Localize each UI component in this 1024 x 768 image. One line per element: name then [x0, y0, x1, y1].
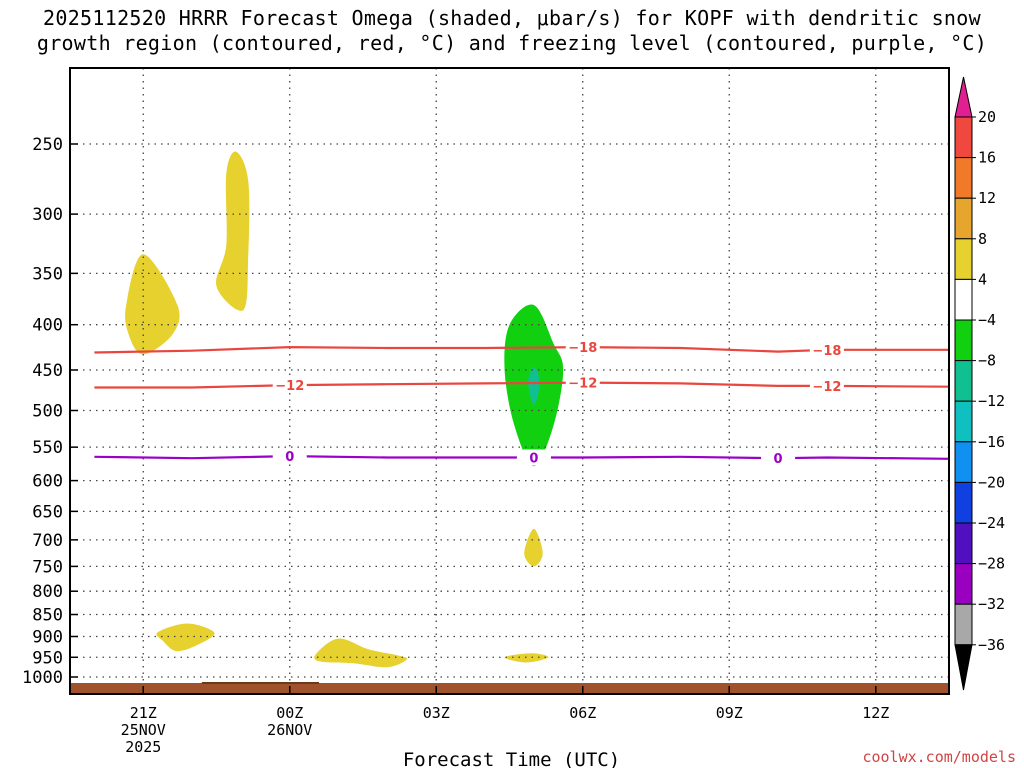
colorbar-bin-12 [954, 563, 973, 605]
colorbar-bin-10 [954, 481, 973, 524]
y-tick-1000: 1000 [22, 668, 63, 688]
dgz-minus18-label-bg [809, 341, 844, 358]
sinking-cyan-inner [528, 366, 540, 406]
ground-fill [70, 683, 949, 694]
x-tick-00Z-line2: 26NOV [267, 721, 312, 739]
colorbar-label-10: −24 [978, 514, 1005, 532]
colorbar-bin-11 [954, 522, 973, 565]
colorbar-top-arrow [954, 76, 973, 118]
y-axis: 2503003504004505005506006507007508008509… [22, 135, 78, 688]
dgz-minus18-label-bg [565, 339, 600, 356]
x-tick-21Z-line2: 25NOV [121, 721, 166, 739]
x-tick-06Z-line1: 06Z [569, 704, 596, 722]
colorbar-label-3: 8 [978, 230, 987, 248]
dgz-minus12-line [94, 381, 949, 389]
x-tick-03Z-line1: 03Z [423, 704, 450, 722]
x-tick-21Z-line1: 21Z [130, 704, 157, 722]
colorbar-bin-6 [954, 319, 973, 362]
y-tick-950: 950 [32, 648, 63, 668]
colorbar-bin-5 [954, 278, 973, 321]
chart-title-line2: growth region (contoured, red, °C) and f… [36, 31, 988, 55]
x-axis-label: Forecast Time (UTC) [403, 749, 620, 768]
dgz-minus18-line [94, 345, 949, 354]
colorbar-bin-4 [954, 238, 973, 280]
dgz-minus12-label-1: −12 [568, 377, 597, 392]
chart-title-line1: 2025112520 HRRR Forecast Omega (shaded, … [43, 6, 981, 30]
rising-yellow-low-3 [504, 653, 549, 663]
colorbar-label-12: −32 [978, 595, 1005, 613]
y-tick-250: 250 [32, 135, 63, 155]
freezing-level-0-label-1: 0 [529, 451, 538, 466]
dgz-minus18-label-1: −18 [812, 344, 841, 359]
colorbar-label-4: 4 [978, 270, 987, 288]
y-tick-800: 800 [32, 582, 63, 602]
contour-lines: −18 −18 −12 −12 −12 0 0 0 [94, 339, 949, 467]
omega-shading [125, 151, 564, 668]
y-tick-700: 700 [32, 531, 63, 551]
rising-yellow-upper-left [125, 254, 180, 355]
colorbar-bin-1 [954, 116, 973, 159]
y-tick-400: 400 [32, 316, 63, 336]
y-tick-550: 550 [32, 438, 63, 458]
colorbar-label-6: −8 [978, 352, 996, 370]
dgz-minus12-label-0: −12 [275, 379, 304, 394]
colorbar-label-5: −4 [978, 311, 996, 329]
rising-yellow-upper-tall [216, 151, 250, 311]
rising-yellow-low-2 [314, 638, 408, 668]
y-tick-600: 600 [32, 472, 63, 492]
y-tick-300: 300 [32, 205, 63, 225]
freezing-level-0-label-bg [761, 450, 796, 467]
y-tick-850: 850 [32, 606, 63, 626]
colorbar-label-13: −36 [978, 636, 1005, 654]
colorbar-label-11: −28 [978, 555, 1005, 573]
colorbar-label-8: −16 [978, 433, 1005, 451]
colorbar-label-9: −20 [978, 473, 1005, 491]
colorbar-label-2: 12 [978, 189, 996, 207]
colorbar-label-0: 20 [978, 108, 996, 126]
freezing-level-0-label-2: 0 [774, 452, 783, 467]
colorbar-bottom-arrow [954, 644, 973, 691]
colorbar-bin-8 [954, 400, 973, 443]
freezing-level-0-label-0: 0 [285, 450, 294, 465]
x-tick-12Z-line1: 12Z [862, 704, 889, 722]
dgz-minus12-label-bg [565, 374, 600, 391]
y-tick-350: 350 [32, 264, 63, 284]
y-tick-900: 900 [32, 627, 63, 647]
freezing-level-0-label-bg [272, 448, 307, 465]
y-tick-750: 750 [32, 557, 63, 577]
y-tick-500: 500 [32, 402, 63, 422]
y-tick-650: 650 [32, 502, 63, 522]
ground-layer [70, 682, 949, 694]
dgz-minus12-label-bg [809, 377, 844, 394]
colorbar-label-1: 16 [978, 149, 996, 167]
y-tick-450: 450 [32, 361, 63, 381]
plot-frame [69, 67, 950, 695]
x-tick-09Z-line1: 09Z [716, 704, 743, 722]
credit-link[interactable]: coolwx.com/models [862, 748, 1016, 766]
rising-yellow-mid-small [524, 528, 543, 567]
colorbar-bin-9 [954, 441, 973, 483]
dgz-minus18-label-0: −18 [568, 341, 597, 356]
x-tick-00Z-line1: 00Z [276, 704, 303, 722]
colorbar-bin-7 [954, 360, 973, 402]
colorbar-bin-13 [954, 603, 973, 646]
dgz-minus12-label-bg [272, 377, 307, 394]
x-tick-21Z-line3: 2025 [125, 738, 161, 756]
colorbar-label-7: −12 [978, 392, 1005, 410]
colorbar-bin-3 [954, 197, 973, 240]
colorbar-bin-2 [954, 157, 973, 199]
dgz-minus12-label-2: −12 [812, 380, 841, 395]
freezing-level-0-label-bg [516, 449, 551, 466]
colorbar: 20 16 12 8 4 −4 −8 −12 −16 −20 −24 −28 −32 −36 [954, 76, 1005, 691]
rising-yellow-low-1 [156, 623, 215, 652]
